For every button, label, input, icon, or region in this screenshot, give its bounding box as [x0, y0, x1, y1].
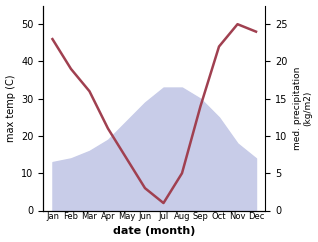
Y-axis label: max temp (C): max temp (C) [5, 74, 16, 142]
X-axis label: date (month): date (month) [113, 227, 196, 236]
Y-axis label: med. precipitation
(kg/m2): med. precipitation (kg/m2) [293, 66, 313, 150]
